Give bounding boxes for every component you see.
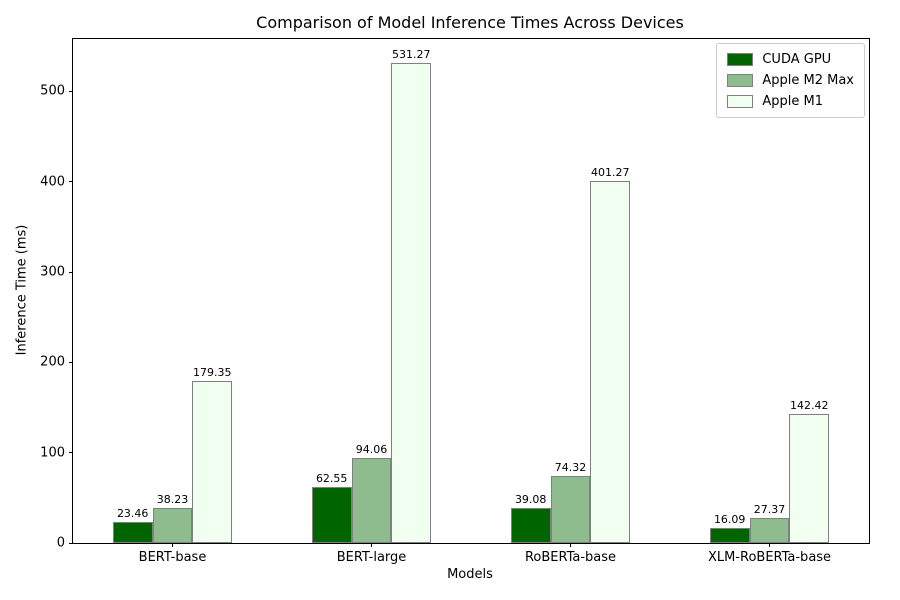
bar-value-label: 179.35 [193, 366, 232, 380]
legend-label: Apple M1 [762, 94, 823, 109]
y-tick-label: 500 [40, 83, 65, 99]
x-tick-mark [769, 543, 770, 547]
bar-cuda-gpu [112, 521, 153, 543]
bar-value-label: 531.27 [392, 48, 431, 62]
bar-apple-m2-max [152, 508, 193, 543]
x-tick-mark [570, 543, 571, 547]
bar-value-label: 39.08 [514, 492, 547, 506]
x-tick-mark [172, 543, 173, 547]
bar-value-label: 62.55 [315, 471, 348, 485]
bar-value-label: 142.42 [790, 399, 829, 413]
bar-apple-m1 [789, 414, 830, 543]
bar-value-label: 16.09 [713, 513, 746, 527]
x-axis-label: Models [447, 567, 493, 582]
y-tick-mark [69, 271, 73, 273]
legend-label: Apple M2 Max [762, 73, 854, 88]
bar-apple-m1 [192, 381, 233, 543]
bar-apple-m2-max [351, 458, 392, 543]
bar-value-label: 38.23 [156, 493, 189, 507]
y-tick-mark [69, 542, 73, 544]
bar-value-label: 27.37 [753, 503, 786, 517]
x-tick-label: RoBERTa-base [524, 550, 617, 565]
bar-value-label: 74.32 [554, 460, 587, 474]
y-tick-label: 300 [40, 264, 65, 280]
bar-cuda-gpu [311, 486, 352, 543]
bar-cuda-gpu [510, 507, 551, 543]
x-tick-label: BERT-base [138, 550, 207, 565]
plot-area: CUDA GPU Apple M2 Max Apple M1 0 100 200 300 4… [40, 38, 870, 564]
y-tick-label: 200 [40, 354, 65, 370]
legend: CUDA GPU Apple M2 Max Apple M1 [716, 43, 865, 118]
bar-apple-m2-max [550, 475, 591, 543]
y-tick-mark [69, 181, 73, 183]
y-tick-label: 0 [56, 535, 65, 551]
y-tick-label: 100 [40, 445, 65, 461]
y-tick-label: 400 [40, 174, 65, 190]
bar-value-label: 23.46 [116, 506, 149, 520]
chart-title: Comparison of Model Inference Times Acro… [256, 13, 684, 32]
legend-swatch-icon [727, 95, 754, 108]
legend-label: CUDA GPU [762, 52, 832, 67]
bar-cuda-gpu [709, 528, 750, 543]
legend-swatch-icon [727, 74, 754, 87]
y-tick-mark [69, 361, 73, 363]
y-tick-mark [69, 90, 73, 92]
legend-item-apple-m2-max: Apple M2 Max [727, 73, 854, 88]
x-tick-label: XLM-RoBERTa-base [707, 550, 832, 565]
x-tick-label: BERT-large [336, 550, 407, 565]
bar-apple-m2-max [749, 518, 790, 543]
bar-apple-m1 [590, 180, 631, 543]
y-axis-label: Inference Time (ms) [14, 224, 30, 356]
bar-value-label: 94.06 [355, 443, 388, 457]
bar-value-label: 401.27 [591, 165, 630, 179]
legend-item-apple-m1: Apple M1 [727, 94, 854, 109]
legend-swatch-icon [727, 53, 754, 66]
x-tick-mark [371, 543, 372, 547]
y-tick-mark [69, 452, 73, 454]
bar-apple-m1 [391, 63, 432, 543]
legend-item-cuda-gpu: CUDA GPU [727, 52, 854, 67]
